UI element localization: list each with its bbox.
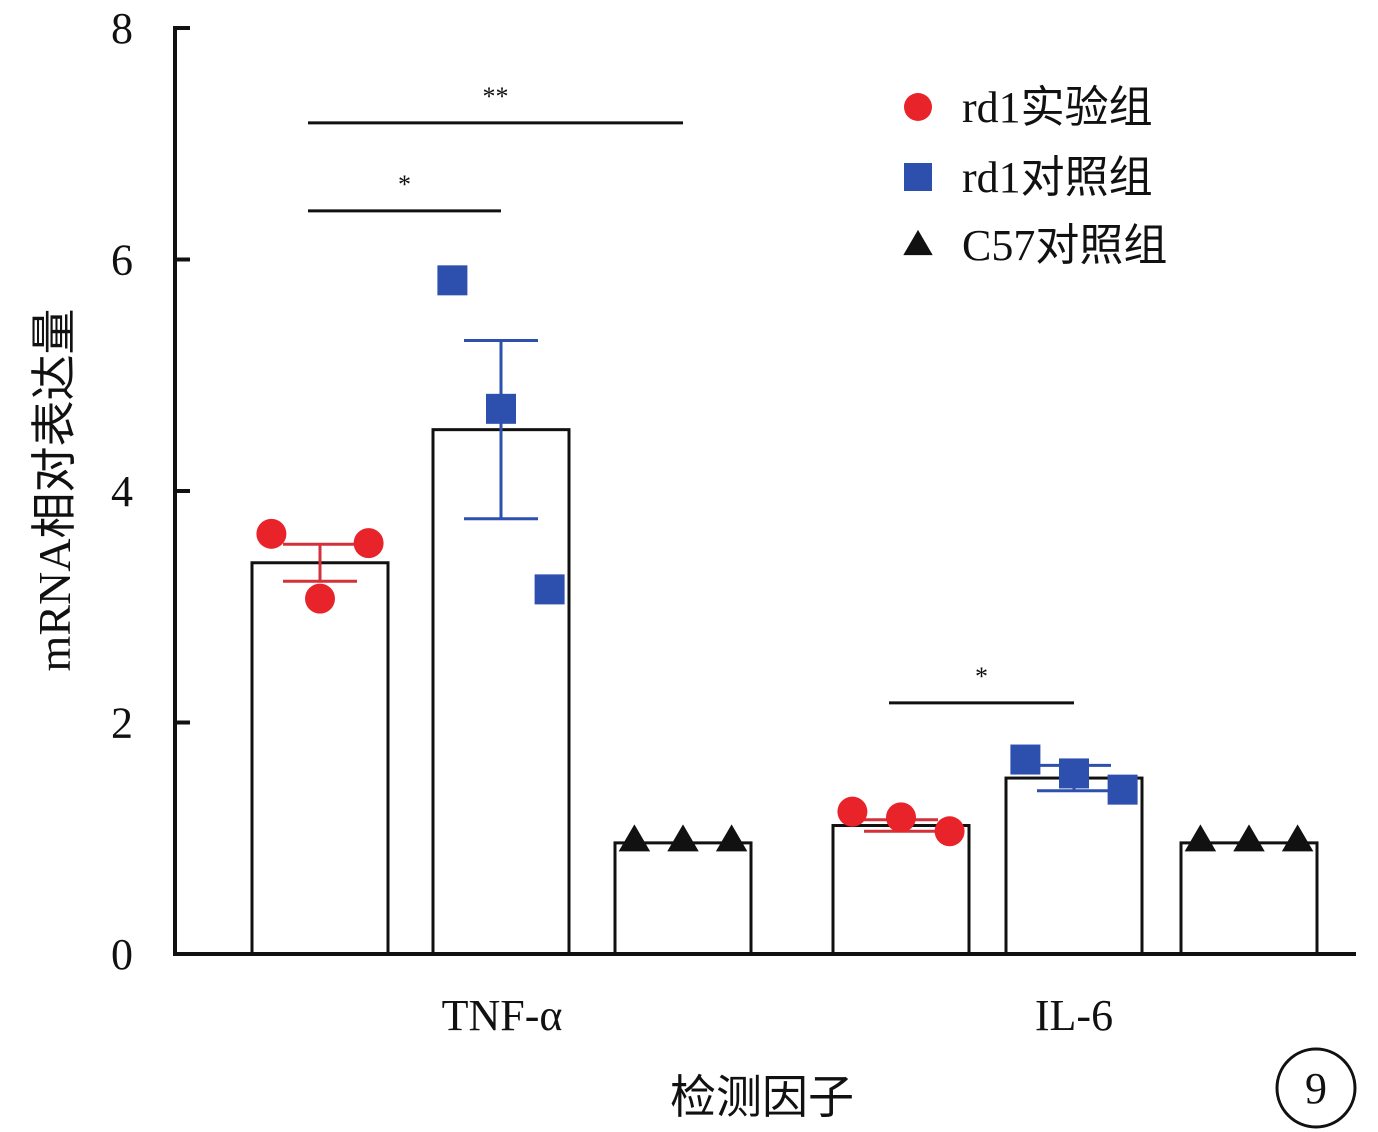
bar — [831, 824, 971, 956]
y-tick-label: 8 — [111, 4, 133, 53]
y-tick-label: 0 — [111, 930, 133, 979]
y-tick-label: 2 — [111, 699, 133, 748]
data-point — [1184, 824, 1217, 852]
data-point — [534, 574, 565, 605]
legend-marker — [904, 163, 932, 191]
data-point — [1107, 774, 1138, 805]
legend-label: rd1对照组 — [962, 153, 1153, 202]
y-tick-label: 4 — [111, 467, 133, 516]
y-ticks: 0 2 4 6 8 — [111, 4, 190, 979]
data-point — [886, 802, 916, 833]
significance-label: * — [398, 170, 411, 199]
legend-label: rd1实验组 — [962, 83, 1153, 132]
bar — [250, 561, 390, 956]
data-point — [1281, 824, 1314, 852]
significance-label: ** — [483, 82, 509, 111]
data-point — [715, 824, 748, 852]
data-point — [1010, 744, 1041, 775]
data-point — [353, 528, 384, 559]
error-bars-layer — [283, 339, 1111, 833]
category-labels: TNF-α IL-6 — [442, 991, 1114, 1040]
data-point — [618, 824, 651, 852]
y-tick-label: 6 — [111, 236, 133, 285]
bar — [1179, 841, 1319, 956]
category-label: IL-6 — [1035, 991, 1113, 1040]
x-axis-title: 检测因子 — [670, 1072, 854, 1123]
bars-layer — [250, 428, 1319, 956]
panel-label: 9 — [1275, 1047, 1357, 1129]
legend-label: C57对照组 — [962, 221, 1167, 270]
data-points-layer — [256, 265, 1314, 852]
data-point — [1059, 758, 1089, 789]
panel-label-text: 9 — [1305, 1064, 1327, 1113]
data-point — [1233, 824, 1265, 852]
data-point — [437, 265, 468, 296]
category-label: TNF-α — [442, 991, 563, 1040]
data-point — [667, 824, 699, 852]
legend-marker — [903, 229, 933, 256]
significance-label: * — [975, 662, 988, 691]
axes: 0 2 4 6 8 — [111, 4, 1356, 979]
data-point — [256, 518, 287, 549]
panel-label-circle — [1275, 1047, 1357, 1129]
data-point — [486, 393, 516, 424]
y-axis-title: mRNA相对表达量 — [29, 309, 80, 672]
data-point — [837, 796, 868, 827]
bar — [613, 841, 753, 956]
legend: rd1实验组 rd1对照组 C57对照组 — [903, 83, 1167, 270]
data-point — [305, 583, 335, 614]
data-point — [934, 816, 965, 847]
significance-layer: **** — [308, 82, 1074, 705]
legend-marker — [904, 93, 932, 121]
